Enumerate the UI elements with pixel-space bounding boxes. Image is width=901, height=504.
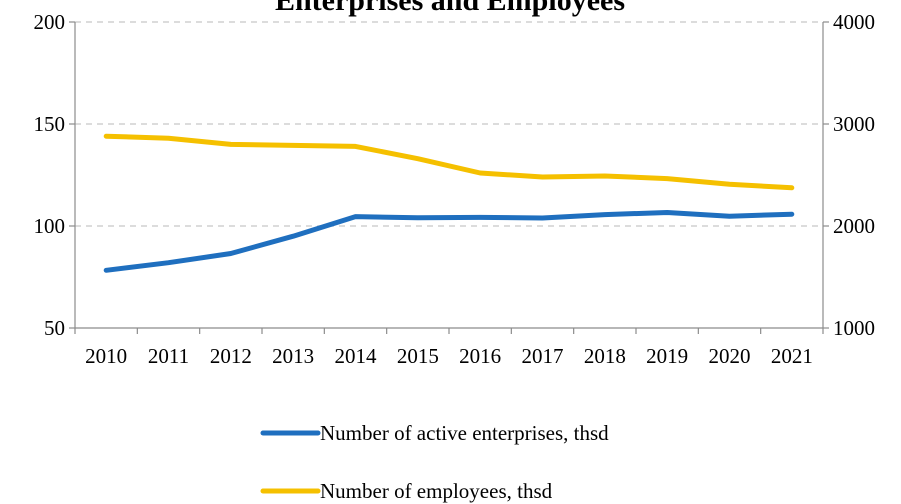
x-tick-label: 2012 xyxy=(210,344,252,368)
tick-labels: 50 100 150 200 1000 2000 3000 4000 2010 2011 2012 2… xyxy=(34,10,876,368)
y-left-tick-label: 50 xyxy=(44,316,65,340)
y-right-tick-label: 4000 xyxy=(833,10,875,34)
y-left-tick-label: 150 xyxy=(34,112,66,136)
x-tick-label: 2021 xyxy=(771,344,813,368)
legend-label-2: Number of employees, thsd xyxy=(320,479,553,503)
y-right-tick-label: 3000 xyxy=(833,112,875,136)
legend: Number of active enterprises, thsd Number… xyxy=(260,421,609,503)
x-tick-label: 2013 xyxy=(272,344,314,368)
gridlines xyxy=(75,21,823,227)
x-tick-label: 2018 xyxy=(584,344,626,368)
x-tick-label: 2011 xyxy=(148,344,189,368)
chart-title: Enterprises and Employees xyxy=(275,0,625,17)
legend-label-1: Number of active enterprises, thsd xyxy=(320,421,609,445)
y-left-tick-label: 100 xyxy=(34,214,66,238)
x-tick-label: 2020 xyxy=(709,344,751,368)
series-line-1 xyxy=(103,210,795,273)
x-tick-label: 2017 xyxy=(522,344,564,368)
x-tick-label: 2014 xyxy=(335,344,378,368)
y-right-tick-label: 2000 xyxy=(833,214,875,238)
x-tick-label: 2015 xyxy=(397,344,439,368)
series-lines xyxy=(103,133,795,273)
series-line-2 xyxy=(103,133,795,191)
x-tick-label: 2019 xyxy=(646,344,688,368)
y-left-tick-label: 200 xyxy=(34,10,66,34)
axes xyxy=(69,21,829,334)
x-tick-label: 2010 xyxy=(85,344,127,368)
y-right-tick-label: 1000 xyxy=(833,316,875,340)
x-tick-label: 2016 xyxy=(459,344,501,368)
